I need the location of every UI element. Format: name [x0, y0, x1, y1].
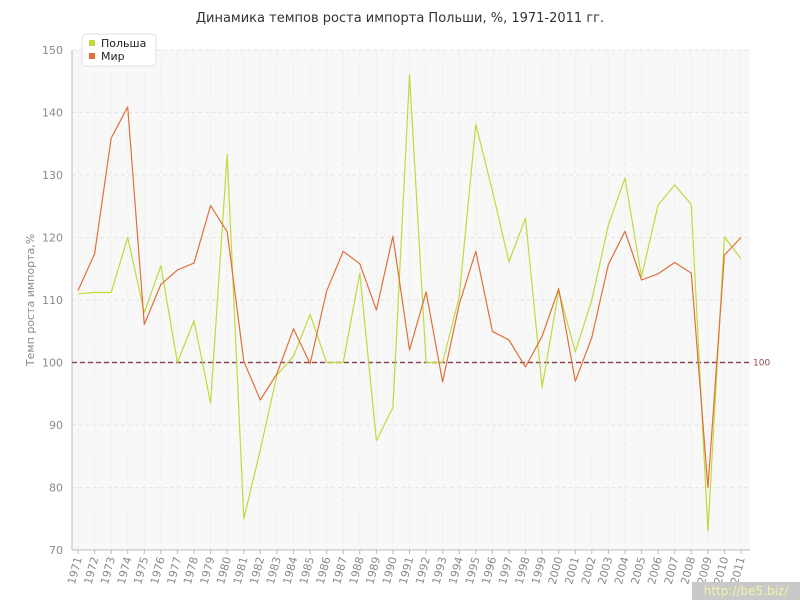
y-tick-label: 110	[42, 294, 63, 307]
legend-label-poland[interactable]: Польша	[101, 37, 146, 50]
y-tick-label: 150	[42, 44, 63, 57]
axes	[71, 50, 750, 551]
reference-line-group: 100	[72, 359, 770, 369]
y-axis-label: Темп роста импорта,%	[24, 234, 37, 367]
series-line-poland	[77, 74, 742, 532]
legend[interactable]: Польша Мир	[81, 33, 157, 67]
watermark-link[interactable]: http://be5.biz/	[692, 582, 800, 600]
y-axis-ticks: 70 80 90 100 110 120 130 140 150	[42, 44, 63, 557]
y-tick-label: 70	[49, 544, 63, 557]
y-tick-label: 140	[42, 107, 63, 120]
chart-title: Динамика темпов роста импорта Польши, %,…	[196, 11, 604, 26]
reference-line-label: 100	[753, 359, 770, 369]
y-tick-label: 130	[42, 169, 63, 182]
x-axis-ticks: 1971197219731974197519761977197819791980…	[65, 550, 748, 586]
y-tick-label: 80	[49, 482, 63, 495]
y-tick-label: 100	[42, 357, 63, 370]
series-lines	[77, 74, 742, 532]
legend-swatch-world	[89, 53, 95, 59]
y-tick-label: 120	[42, 232, 63, 245]
series-line-world	[77, 106, 742, 489]
legend-box	[81, 33, 157, 67]
y-tick-label: 90	[49, 419, 63, 432]
legend-swatch-poland	[89, 40, 95, 46]
legend-label-world[interactable]: Мир	[101, 50, 125, 63]
